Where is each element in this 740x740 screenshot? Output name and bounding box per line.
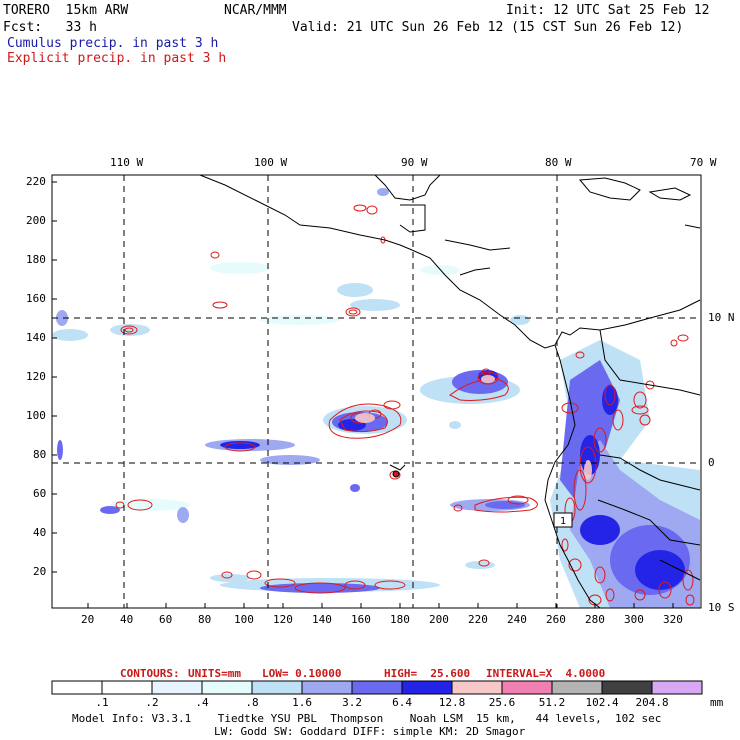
legend-label: 6.4 [392, 696, 412, 709]
init-time: Init: 12 UTC Sat 25 Feb 12 [506, 3, 710, 18]
lon-label-90w: 90 W [401, 156, 428, 169]
y-tick-label: 180 [26, 253, 46, 266]
legend-label: 51.2 [538, 696, 566, 709]
y-tick-label: 140 [26, 331, 46, 344]
x-tick-label: 60 [159, 613, 173, 626]
legend-label: 102.4 [585, 696, 619, 709]
legend-label: .1 [95, 696, 109, 709]
legend-swatch [401, 680, 453, 695]
contour-label: CONTOURS: [120, 667, 180, 680]
y-tick-label: 120 [26, 370, 46, 383]
legend-swatch [451, 680, 503, 695]
y-ticks [52, 181, 57, 573]
legend-swatch [551, 680, 603, 695]
legend-label: 204.8 [635, 696, 669, 709]
lat-label-0: 0 [708, 456, 715, 469]
contour-interval: INTERVAL=X 4.0000 [486, 667, 606, 680]
lon-label-110w: 110 W [110, 156, 144, 169]
org-label: NCAR/MMM [224, 3, 287, 18]
forecast-hour: Fcst: 33 h [3, 20, 97, 35]
x-tick-label: 280 [585, 613, 605, 626]
station-box [553, 512, 573, 528]
legend-swatch [101, 680, 153, 695]
x-tick-label: 20 [81, 613, 95, 626]
lon-label-80w: 80 W [545, 156, 572, 169]
lon-label-70w: 70 W [690, 156, 717, 169]
y-tick-label: 200 [26, 214, 46, 227]
legend-label: .4 [195, 696, 209, 709]
legend-swatch [601, 680, 653, 695]
x-tick-label: 220 [468, 613, 488, 626]
lon-label-100w: 100 W [254, 156, 288, 169]
y-tick-label: 220 [26, 175, 46, 188]
y-tick-label: 60 [33, 487, 47, 500]
x-tick-label: 260 [546, 613, 566, 626]
legend-swatch [251, 680, 303, 695]
lat-label-10s: 10 S [708, 601, 735, 614]
x-tick-label: 160 [351, 613, 371, 626]
lat-label-10n: 10 N [708, 311, 735, 324]
model-title: TORERO 15km ARW [3, 3, 129, 18]
x-tick-label: 180 [390, 613, 410, 626]
x-tick-label: 80 [198, 613, 212, 626]
y-tick-label: 40 [33, 526, 47, 539]
legend-label: .8 [245, 696, 259, 709]
y-tick-label: 80 [33, 448, 47, 461]
legend-swatch [501, 680, 553, 695]
x-tick-label: 300 [624, 613, 644, 626]
legend-swatch [651, 680, 703, 695]
legend-swatch [51, 680, 103, 695]
x-tick-label: 200 [429, 613, 449, 626]
valid-time: Valid: 21 UTC Sun 26 Feb 12 (15 CST Sun … [292, 20, 684, 35]
legend-label: 25.6 [488, 696, 516, 709]
x-tick-label: 120 [273, 613, 293, 626]
legend-label: 12.8 [438, 696, 466, 709]
legend-label: .2 [145, 696, 159, 709]
contour-low: LOW= 0.10000 [262, 667, 342, 680]
x-ticks [87, 603, 674, 608]
x-tick-label: 100 [234, 613, 254, 626]
legend-swatch [351, 680, 403, 695]
legend-label: 3.2 [342, 696, 362, 709]
legend-swatch [301, 680, 353, 695]
x-tick-label: 140 [312, 613, 332, 626]
physics-info: LW: Godd SW: Goddard DIFF: simple KM: 2D… [214, 725, 526, 738]
contour-high: HIGH= 25.600 [384, 667, 471, 680]
coastlines [199, 175, 701, 608]
legend-swatch [151, 680, 203, 695]
y-tick-label: 20 [33, 565, 47, 578]
x-tick-label: 40 [120, 613, 134, 626]
legend-swatch [201, 680, 253, 695]
grid-lines [52, 175, 701, 608]
cumulus-precip-label: Cumulus precip. in past 3 h [7, 36, 219, 51]
legend-unit: mm [710, 696, 724, 709]
y-tick-label: 100 [26, 409, 46, 422]
model-info: Model Info: V3.3.1 Tiedtke YSU PBL Thomp… [72, 712, 662, 725]
legend-label: 1.6 [292, 696, 312, 709]
x-tick-label: 240 [507, 613, 527, 626]
explicit-precip-label: Explicit precip. in past 3 h [7, 51, 227, 66]
contour-units: UNITS=mm [188, 667, 241, 680]
station-label: 1 [560, 516, 566, 527]
map-frame [51, 174, 702, 609]
y-tick-label: 160 [26, 292, 46, 305]
x-tick-label: 320 [663, 613, 683, 626]
